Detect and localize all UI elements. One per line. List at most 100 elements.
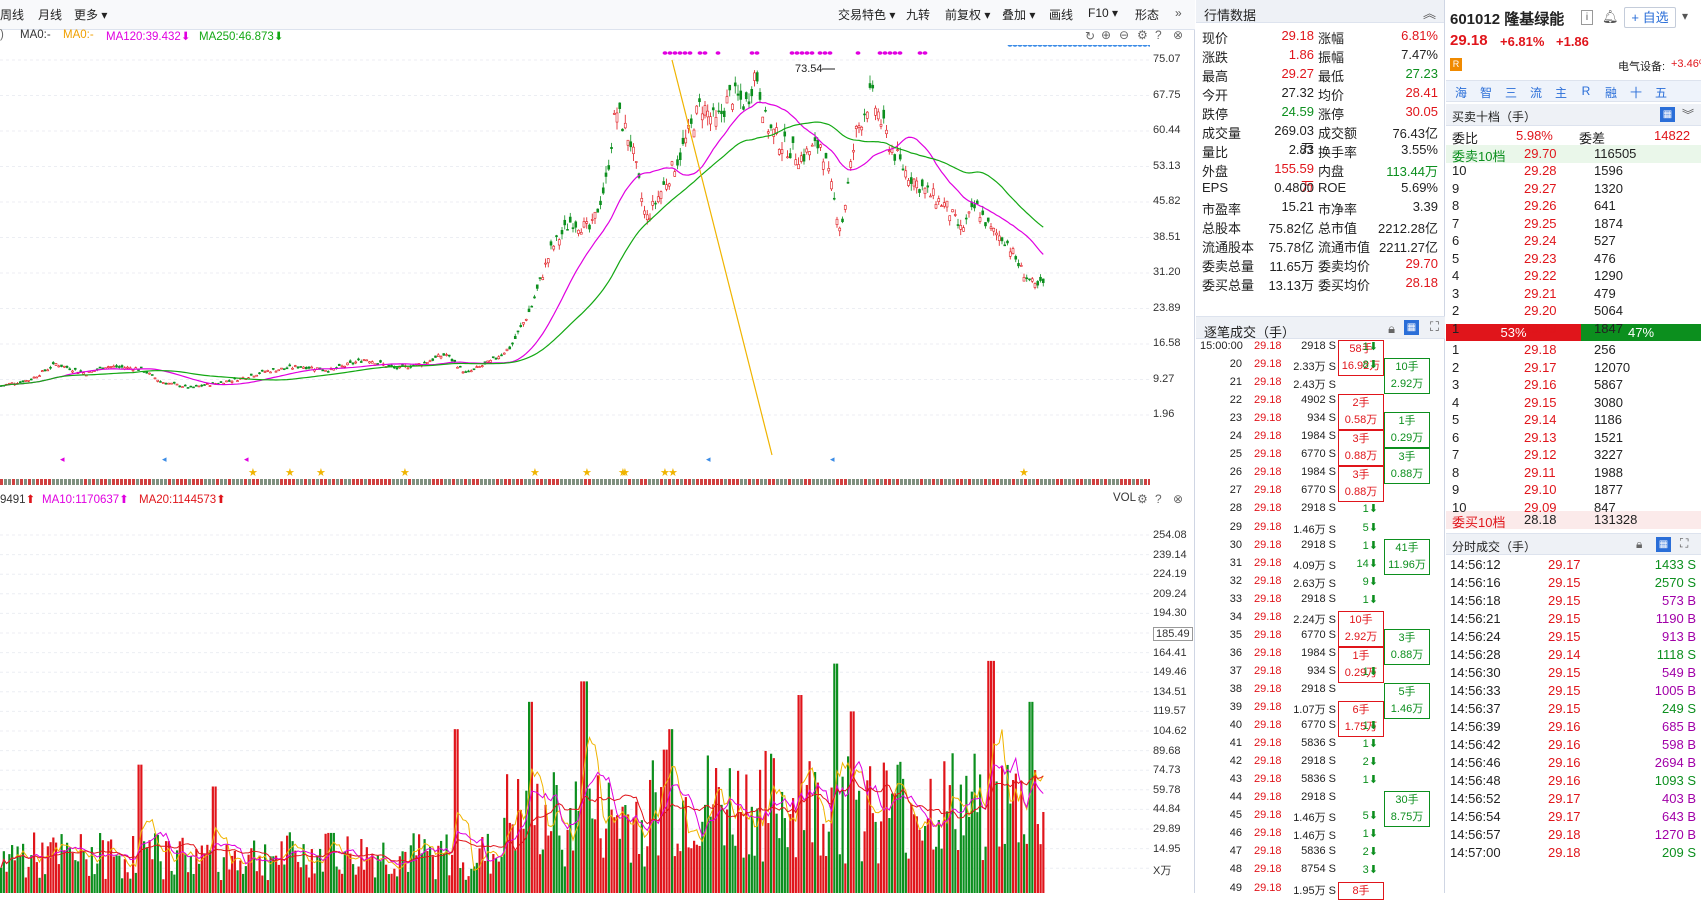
close-icon[interactable]: ⊗	[1173, 28, 1184, 42]
vol-gear-icon[interactable]: ⚙	[1137, 492, 1148, 506]
expand-icon[interactable]: ⛶	[1680, 536, 1689, 550]
vol-help-icon[interactable]: ?	[1155, 492, 1162, 506]
candle-body	[49, 366, 52, 369]
candle-body	[299, 366, 303, 368]
vol-close-icon[interactable]: ⊗	[1173, 492, 1184, 506]
bid-price[interactable]: 29.13	[1524, 429, 1557, 445]
stock-title: 601012 隆基绿能	[1450, 11, 1565, 28]
pattern-button[interactable]: 形态	[1135, 8, 1160, 22]
volume-bar	[965, 775, 968, 893]
ask-volume: 1290	[1594, 268, 1623, 283]
ask-price[interactable]: 29.22	[1524, 268, 1557, 283]
info-icon[interactable]: i	[1581, 10, 1593, 25]
help-icon[interactable]: ?	[1155, 28, 1162, 42]
minute-mode-icon[interactable]: ▦	[1656, 537, 1671, 552]
ask-price[interactable]: 29.24	[1524, 233, 1557, 248]
ask-price[interactable]: 29.23	[1524, 250, 1557, 266]
bell-icon[interactable]: 🔔︎	[1602, 9, 1619, 24]
ask-price[interactable]: 29.25	[1524, 215, 1557, 231]
fq-menu[interactable]: 前复权 ▾	[945, 8, 991, 22]
bid-price[interactable]: 29.16	[1524, 377, 1557, 392]
event-tick	[1044, 479, 1047, 485]
minus-circle-icon[interactable]: ⊖	[1119, 28, 1130, 42]
ask-price[interactable]: 29.28	[1524, 163, 1557, 178]
volume-bar	[418, 834, 421, 893]
tick-group-box: 10手 2.92万	[1338, 610, 1384, 647]
feature-tab[interactable]: 主	[1554, 86, 1567, 100]
bid-price[interactable]: 29.09	[1524, 499, 1557, 515]
weekly-tab[interactable]: 周线	[0, 8, 25, 22]
volume-bar	[803, 830, 806, 893]
candle-body	[513, 335, 517, 340]
chevron-down-icon[interactable]: ▾	[1682, 9, 1689, 23]
plus-circle-icon[interactable]: ⊕	[1101, 28, 1112, 42]
candle-body	[291, 367, 294, 370]
feature-tab[interactable]: 三	[1504, 86, 1517, 100]
kline-chart-panel[interactable]: 周线 月线 更多 ▾ 交易特色 ▾ 九转 前复权 ▾ 叠加 ▾ 画线 F10 ▾…	[0, 0, 1195, 893]
bid-price[interactable]: 29.17	[1524, 359, 1557, 375]
candle-body	[307, 366, 311, 369]
event-tick	[708, 479, 711, 485]
bid-price[interactable]: 29.14	[1524, 412, 1557, 427]
volume-bar	[731, 834, 734, 893]
sector-label[interactable]: 电气设备:	[1618, 61, 1666, 73]
f10-menu[interactable]: F10 ▾	[1088, 6, 1119, 20]
collapse-up-icon[interactable]: ︽	[1422, 6, 1436, 21]
ask-price[interactable]: 29.20	[1524, 303, 1557, 318]
ask-price[interactable]: 29.21	[1524, 285, 1557, 301]
feature-tab[interactable]: 流	[1529, 86, 1542, 100]
feature-tab[interactable]: 融	[1604, 86, 1617, 100]
feature-tab[interactable]: 五	[1654, 86, 1667, 100]
event-tick	[296, 479, 299, 485]
feature-tab[interactable]: R	[1581, 84, 1591, 98]
more-tab[interactable]: 更多 ▾	[74, 8, 108, 22]
kline-svg[interactable]: 73.54	[0, 45, 1150, 465]
bid-price[interactable]: 29.18	[1524, 342, 1557, 357]
lock-icon[interactable]: 🔒︎	[1388, 321, 1395, 336]
feature-tab[interactable]: 智	[1479, 86, 1492, 100]
volume-svg[interactable]	[0, 508, 1150, 893]
ticks-header: 逐笔成交（手） 🔒︎ ▦ ⛶	[1196, 316, 1445, 340]
event-tick	[532, 479, 535, 485]
bid-price[interactable]: 29.12	[1524, 447, 1557, 462]
feature-tab[interactable]: 海	[1454, 86, 1467, 100]
tick-price: 29.18	[1254, 791, 1282, 804]
ask-price[interactable]: 29.27	[1524, 180, 1557, 196]
level-toggle-icon[interactable]: ▦	[1660, 107, 1675, 122]
feature-tab[interactable]: 十	[1629, 86, 1642, 100]
draw-line-button[interactable]: 画线	[1049, 8, 1074, 22]
nine-turn-button[interactable]: 九转	[906, 8, 931, 22]
refresh-icon[interactable]: ↻	[1085, 29, 1096, 43]
ticks-list[interactable]: 15:00:00 29.18 2918 S 20 29.18 2.33万 S 21 29.18…	[1196, 340, 1445, 900]
collapse-right-icon[interactable]: »	[1175, 6, 1182, 20]
bid-level: 4	[1452, 394, 1460, 410]
signal-dot	[1087, 45, 1093, 47]
gear-icon[interactable]: ⚙	[1137, 28, 1148, 42]
volume-bar	[830, 787, 833, 893]
candle-body	[500, 354, 503, 357]
bid-price[interactable]: 29.10	[1524, 482, 1557, 497]
candle-body	[720, 110, 723, 115]
sell-total-row: 委卖10档 29.70 116505	[1446, 145, 1701, 164]
signal-dot	[789, 51, 795, 55]
ask-price[interactable]: 29.26	[1524, 198, 1557, 213]
lock-icon[interactable]: 🔒︎	[1636, 537, 1643, 551]
candle-body	[731, 103, 734, 110]
event-tick	[436, 479, 439, 485]
volume-bar	[572, 850, 575, 893]
monthly-tab[interactable]: 月线	[38, 8, 63, 22]
expand-icon[interactable]: ⛶	[1429, 319, 1439, 334]
volume-bar	[140, 764, 143, 893]
bid-price[interactable]: 29.11	[1524, 464, 1556, 480]
volume-bar	[893, 793, 896, 893]
trade-feature-menu[interactable]: 交易特色 ▾	[838, 8, 896, 22]
candle-body	[354, 361, 358, 364]
ask-price[interactable]: 29.19	[1524, 320, 1557, 336]
collapse-down-icon[interactable]: ︾	[1682, 108, 1695, 122]
ticks-mode-icon[interactable]: ▦	[1404, 320, 1419, 335]
candle-body	[126, 366, 129, 369]
overlay-menu[interactable]: 叠加 ▾	[1002, 8, 1036, 22]
event-tick	[1092, 479, 1095, 485]
add-watchlist-button[interactable]: + 自选	[1624, 7, 1676, 28]
bid-price[interactable]: 29.15	[1524, 394, 1557, 410]
